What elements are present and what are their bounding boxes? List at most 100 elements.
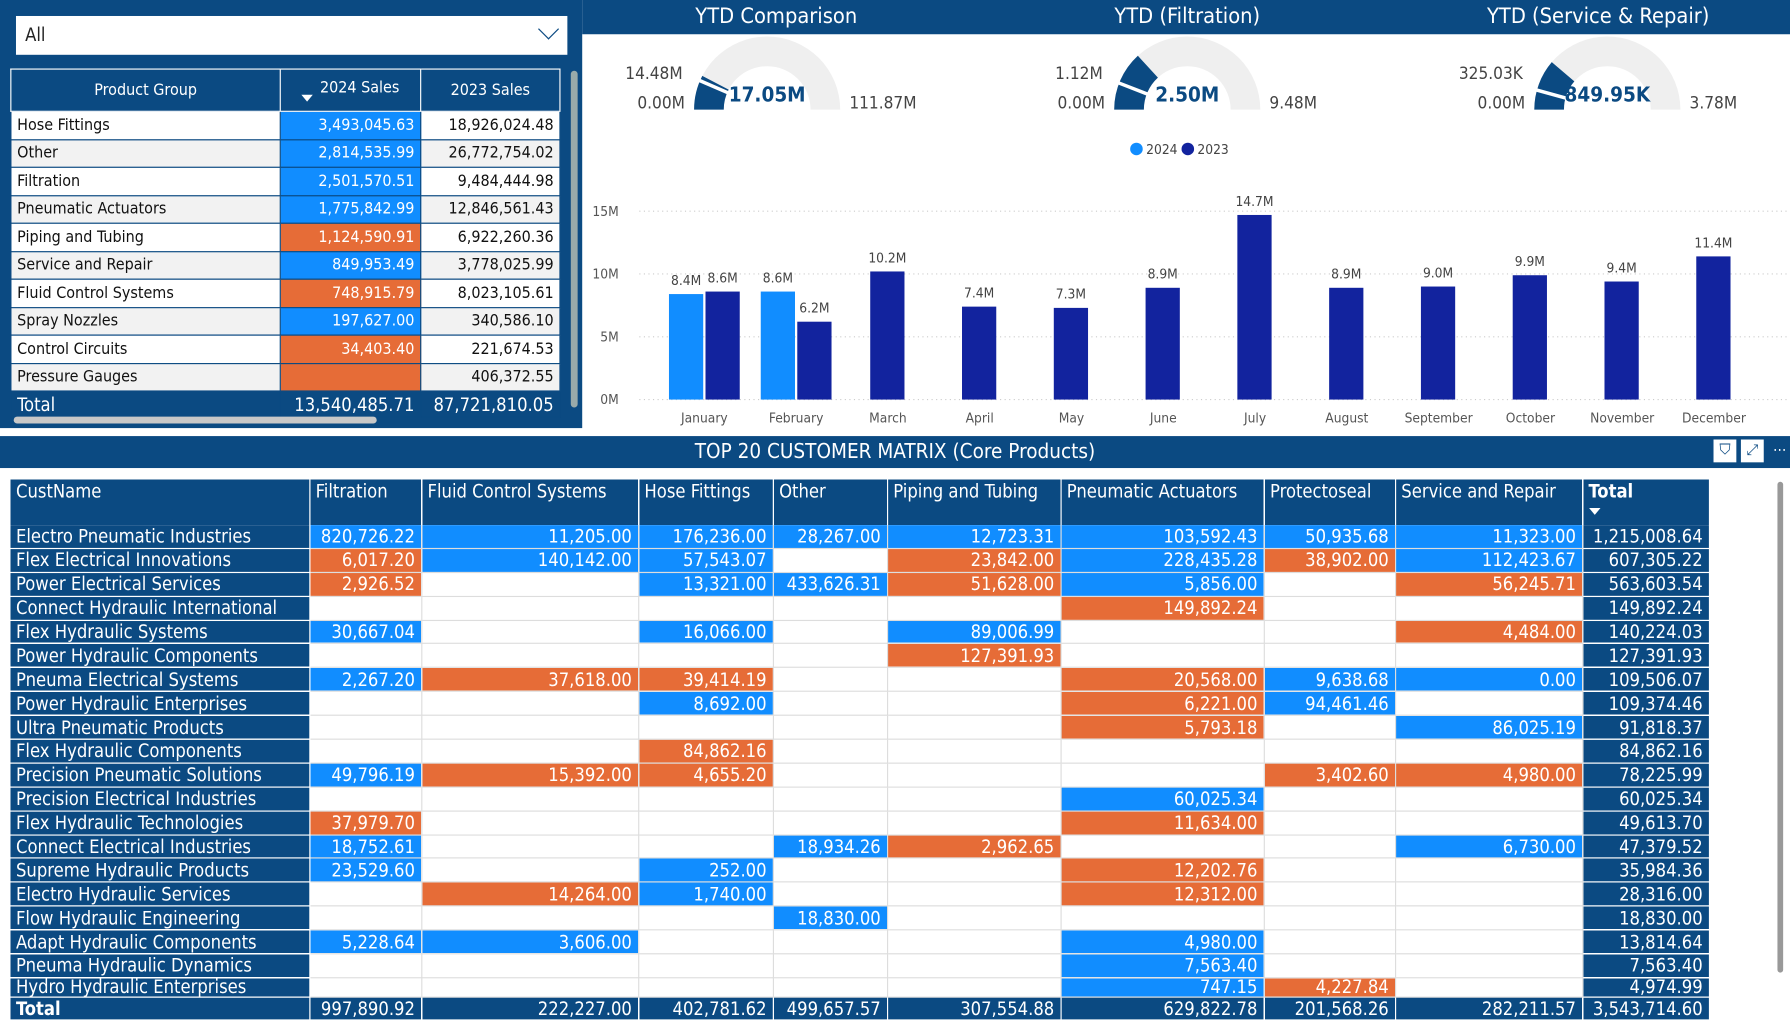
bar-2023-july[interactable]	[1237, 214, 1272, 400]
table-row[interactable]: Spray Nozzles 197,627.00 340,586.10	[10, 306, 561, 336]
bar-2023-january[interactable]	[705, 291, 740, 400]
bar-2023-august[interactable]	[1329, 287, 1364, 400]
matrix-row[interactable]: Electro Hydraulic Services 14,264.00 1,740…	[10, 882, 1710, 907]
matrix-cell: 18,934.26	[772, 834, 888, 860]
matrix-row[interactable]: Power Hydraulic Enterprises 8,692.00 6,221…	[10, 691, 1710, 716]
customer-name: Precision Electrical Industries	[10, 786, 310, 812]
matrix-title: TOP 20 CUSTOMER MATRIX (Core Products)	[694, 439, 1096, 464]
matrix-cell	[1395, 929, 1583, 955]
table-row[interactable]: Fluid Control Systems 748,915.79 8,023,105…	[10, 278, 561, 308]
bar-2024-february[interactable]	[760, 291, 795, 400]
matrix-title-bar: TOP 20 CUSTOMER MATRIX (Core Products) ⛉…	[0, 436, 1790, 469]
matrix-cell	[1395, 953, 1583, 979]
matrix-header-fluid-control-systems[interactable]: Fluid Control Systems	[421, 479, 639, 526]
table-horizontal-scrollbar[interactable]	[13, 416, 377, 424]
bar-2023-november[interactable]	[1604, 281, 1639, 400]
matrix-row[interactable]: Pneuma Electrical Systems 2,267.20 37,618.…	[10, 667, 1710, 693]
matrix-header-other[interactable]: Other	[772, 479, 888, 526]
table-row[interactable]: Service and Repair 849,953.49 3,778,025.99	[10, 250, 561, 280]
bar-2023-february[interactable]	[797, 321, 832, 400]
header-2024-sales[interactable]: 2024 Sales	[279, 68, 422, 112]
table-row[interactable]: Pressure Gauges 406,372.55	[10, 362, 561, 392]
bar-2023-october[interactable]	[1512, 275, 1547, 400]
sales-2024-cell: 1,124,590.91	[279, 222, 422, 252]
matrix-row[interactable]: Flex Electrical Innovations 6,017.20 140,1…	[10, 548, 1710, 573]
gauge-title-ytd-comparison: YTD Comparison	[695, 3, 858, 29]
bar-2023-june[interactable]	[1145, 287, 1180, 400]
bar-2023-april[interactable]	[962, 306, 997, 400]
matrix-row[interactable]: Flex Hydraulic Technologies 37,979.70 11,6…	[10, 810, 1710, 836]
header-product-group[interactable]: Product Group	[10, 68, 281, 112]
sales-2024-cell: 2,814,535.99	[279, 138, 422, 168]
matrix-row[interactable]: Flex Hydraulic Systems 30,667.04 16,066.00…	[10, 619, 1710, 645]
matrix-cell	[309, 715, 422, 740]
table-row[interactable]: Pneumatic Actuators 1,775,842.99 12,846,56…	[10, 194, 561, 224]
matrix-cell: 4,227.84	[1263, 977, 1396, 998]
table-row[interactable]: Control Circuits 34,403.40 221,674.53	[10, 334, 561, 364]
matrix-vertical-scrollbar[interactable]	[1777, 481, 1784, 973]
matrix-row[interactable]: Pneuma Hydraulic Dynamics 7,563.40 7,563.4…	[10, 953, 1710, 979]
matrix-row[interactable]: Power Electrical Services 2,926.52 13,321.…	[10, 572, 1710, 597]
matrix-row[interactable]: Electro Pneumatic Industries 820,726.22 11…	[10, 525, 1710, 549]
matrix-cell	[887, 786, 1062, 812]
matrix-header-custname[interactable]: CustName	[10, 479, 310, 526]
matrix-header-filtration[interactable]: Filtration	[309, 479, 422, 526]
bar-2024-january[interactable]	[668, 294, 704, 400]
matrix-cell	[309, 882, 422, 907]
matrix-cell	[772, 739, 888, 764]
customer-name: Pneuma Hydraulic Dynamics	[10, 953, 310, 979]
x-tick-label: March	[869, 410, 907, 426]
matrix-header-pneumatic-actuators[interactable]: Pneumatic Actuators	[1060, 479, 1265, 526]
matrix-cell: 56,245.71	[1395, 572, 1583, 597]
row-total: 127,391.93	[1582, 643, 1710, 669]
matrix-row[interactable]: Adapt Hydraulic Components 5,228.64 3,606.…	[10, 929, 1710, 955]
bar-2023-december[interactable]	[1696, 256, 1731, 400]
bar-2023-march[interactable]	[870, 271, 905, 400]
matrix-row[interactable]: Ultra Pneumatic Products 5,793.18 86,025.1…	[10, 715, 1710, 740]
focus-mode-icon[interactable]: ⤢	[1740, 439, 1764, 463]
matrix-row[interactable]: Supreme Hydraulic Products 23,529.60 252.0…	[10, 858, 1710, 883]
matrix-cell	[309, 691, 422, 716]
matrix-cell	[638, 596, 774, 621]
sales-2024-cell	[279, 362, 422, 392]
customer-name: Flex Electrical Innovations	[10, 548, 310, 573]
bar-2023-september[interactable]	[1420, 286, 1456, 400]
data-label: 10.2M	[868, 250, 906, 266]
matrix-header-service-and-repair[interactable]: Service and Repair	[1395, 479, 1583, 526]
table-vertical-scrollbar[interactable]	[570, 70, 578, 408]
matrix-cell: 820,726.22	[309, 525, 422, 549]
matrix-header-protectoseal[interactable]: Protectoseal	[1263, 479, 1396, 526]
matrix-header-hose-fittings[interactable]: Hose Fittings	[638, 479, 774, 526]
header-2023-sales[interactable]: 2023 Sales	[420, 68, 561, 112]
x-tick-label: April	[966, 410, 994, 426]
matrix-cell: 433,626.31	[772, 572, 888, 597]
matrix-cell	[1060, 834, 1265, 860]
matrix-row[interactable]: Flex Hydraulic Components 84,862.16 84,862…	[10, 739, 1710, 764]
data-label: 11.4M	[1694, 235, 1732, 251]
customer-name: Electro Hydraulic Services	[10, 882, 310, 907]
matrix-cell: 149,892.24	[1060, 596, 1265, 621]
customer-matrix: CustName Filtration Fluid Control Systems H…	[10, 479, 1710, 1020]
table-row[interactable]: Other 2,814,535.99 26,772,754.02	[10, 138, 561, 168]
matrix-row[interactable]: Flow Hydraulic Engineering 18,830.00 18,83…	[10, 906, 1710, 931]
matrix-cell: 103,592.43	[1060, 525, 1265, 549]
matrix-row[interactable]: Precision Pneumatic Solutions 49,796.19 15…	[10, 763, 1710, 788]
matrix-header-piping-and-tubing[interactable]: Piping and Tubing	[887, 479, 1062, 526]
table-row[interactable]: Filtration 2,501,570.51 9,484,444.98	[10, 166, 561, 196]
x-tick-label: August	[1325, 410, 1368, 426]
table-row[interactable]: Piping and Tubing 1,124,590.91 6,922,260.3…	[10, 222, 561, 252]
matrix-row[interactable]: Connect Hydraulic International 149,892.2…	[10, 596, 1710, 621]
bar-2023-may[interactable]	[1053, 307, 1089, 400]
legend-2023[interactable]: 2023	[1181, 142, 1229, 158]
matrix-row[interactable]: Connect Electrical Industries 18,752.61 18…	[10, 834, 1710, 860]
legend-2024[interactable]: 2024	[1130, 142, 1178, 158]
more-options-icon[interactable]: ⋯	[1773, 441, 1787, 459]
matrix-header-total[interactable]: Total	[1582, 479, 1710, 526]
slicer-dropdown[interactable]: All	[15, 15, 568, 55]
matrix-row[interactable]: Hydro Hydraulic Enterprises 747.15 4,227.8…	[10, 977, 1710, 998]
header-label: Total	[1588, 480, 1634, 503]
matrix-row[interactable]: Precision Electrical Industries 60,025.34…	[10, 786, 1710, 812]
matrix-row[interactable]: Power Hydraulic Components 127,391.93 127,…	[10, 643, 1710, 669]
filter-icon[interactable]: ⛉	[1713, 439, 1737, 463]
